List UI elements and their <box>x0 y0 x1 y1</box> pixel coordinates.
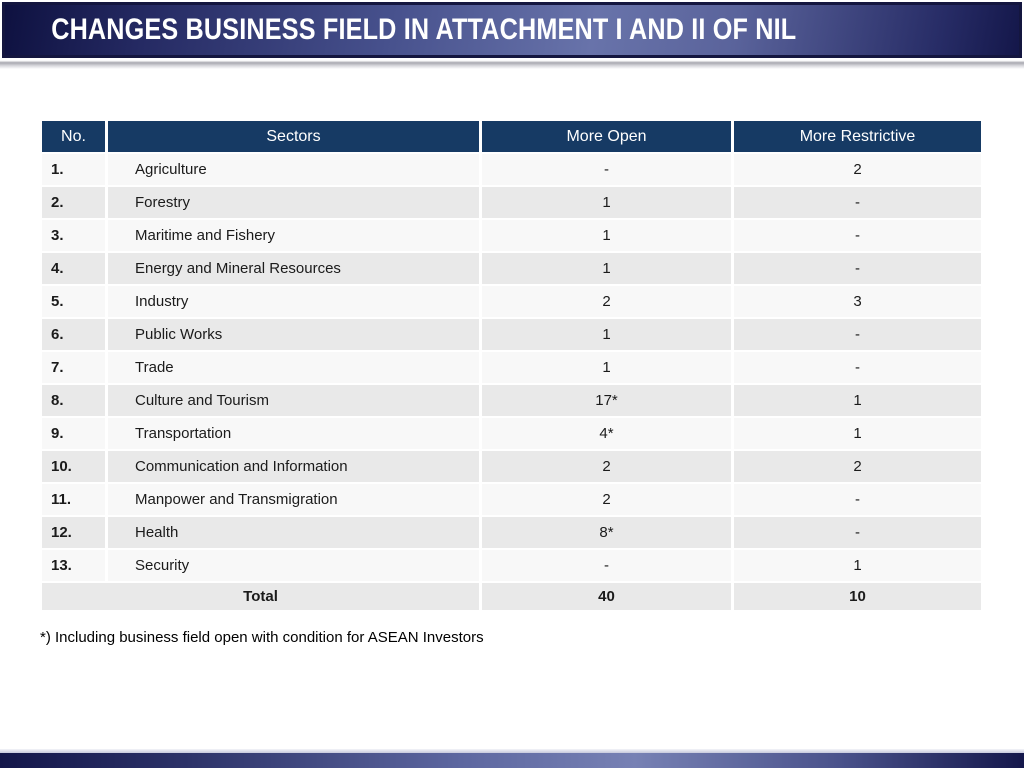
cell-more-open: 2 <box>482 451 731 482</box>
cell-more-restrictive: - <box>734 187 981 218</box>
header-cell-sectors: Sectors <box>108 121 479 152</box>
cell-sector: Manpower and Transmigration <box>108 484 479 515</box>
cell-more-open: 17* <box>482 385 731 416</box>
cell-more-open: 1 <box>482 187 731 218</box>
cell-no: 8. <box>42 385 105 416</box>
cell-no: 11. <box>42 484 105 515</box>
cell-sector: Culture and Tourism <box>108 385 479 416</box>
bottom-bar <box>0 753 1024 768</box>
cell-no: 7. <box>42 352 105 383</box>
cell-more-restrictive: 3 <box>734 286 981 317</box>
cell-more-restrictive: 1 <box>734 385 981 416</box>
cell-sector: Maritime and Fishery <box>108 220 479 251</box>
cell-sector: Energy and Mineral Resources <box>108 253 479 284</box>
cell-more-open: 1 <box>482 253 731 284</box>
cell-no: 9. <box>42 418 105 449</box>
cell-sector: Industry <box>108 286 479 317</box>
cell-more-open: 2 <box>482 286 731 317</box>
cell-sector: Public Works <box>108 319 479 350</box>
cell-more-open: - <box>482 154 731 185</box>
cell-no: 5. <box>42 286 105 317</box>
cell-sector: Trade <box>108 352 479 383</box>
cell-more-restrictive: - <box>734 253 981 284</box>
cell-sector: Communication and Information <box>108 451 479 482</box>
cell-no: 2. <box>42 187 105 218</box>
cell-no: 4. <box>42 253 105 284</box>
cell-more-restrictive: 1 <box>734 550 981 581</box>
cell-no: 1. <box>42 154 105 185</box>
header-cell-no: No. <box>42 121 105 152</box>
cell-more-open: 1 <box>482 319 731 350</box>
cell-more-open: 2 <box>482 484 731 515</box>
cell-more-open: 4* <box>482 418 731 449</box>
bottom-accent-line <box>0 749 1024 753</box>
cell-no: 13. <box>42 550 105 581</box>
cell-sector: Forestry <box>108 187 479 218</box>
cell-sector: Agriculture <box>108 154 479 185</box>
cell-total-more-open: 40 <box>482 583 731 610</box>
cell-more-restrictive: - <box>734 352 981 383</box>
cell-more-open: 1 <box>482 220 731 251</box>
cell-sector: Health <box>108 517 479 548</box>
header-cell-more-restrictive: More Restrictive <box>734 121 981 152</box>
footnote: *) Including business field open with co… <box>40 629 484 646</box>
cell-more-open: 8* <box>482 517 731 548</box>
cell-more-restrictive: 2 <box>734 154 981 185</box>
cell-total-label: Total <box>42 583 479 610</box>
title-bar: CHANGES BUSINESS FIELD IN ATTACHMENT I A… <box>2 2 1022 58</box>
cell-more-restrictive: - <box>734 319 981 350</box>
cell-no: 10. <box>42 451 105 482</box>
cell-total-more-restrictive: 10 <box>734 583 981 610</box>
title-bar-shadow <box>0 59 1024 69</box>
cell-no: 12. <box>42 517 105 548</box>
cell-more-restrictive: - <box>734 484 981 515</box>
cell-more-restrictive: 1 <box>734 418 981 449</box>
cell-sector: Security <box>108 550 479 581</box>
cell-more-restrictive: - <box>734 220 981 251</box>
cell-no: 6. <box>42 319 105 350</box>
cell-more-restrictive: 2 <box>734 451 981 482</box>
cell-sector: Transportation <box>108 418 479 449</box>
cell-no: 3. <box>42 220 105 251</box>
cell-more-open: - <box>482 550 731 581</box>
cell-more-open: 1 <box>482 352 731 383</box>
sectors-table: No. Sectors More Open More Restrictive 1… <box>42 121 981 610</box>
header-cell-more-open: More Open <box>482 121 731 152</box>
cell-more-restrictive: - <box>734 517 981 548</box>
slide-title: CHANGES BUSINESS FIELD IN ATTACHMENT I A… <box>51 13 797 46</box>
